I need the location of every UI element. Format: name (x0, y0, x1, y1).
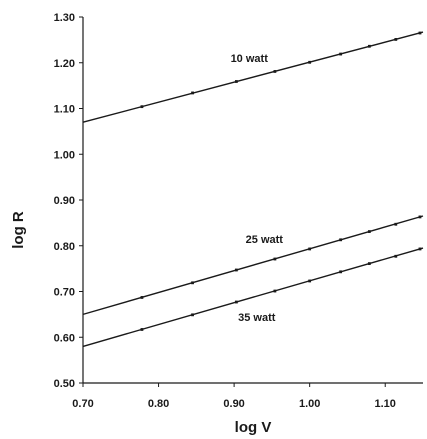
y-tick-label: 0.50 (54, 378, 75, 390)
y-tick-label: 1.10 (54, 104, 75, 116)
axes (82, 17, 423, 384)
y-tick-label: 0.70 (54, 287, 75, 299)
x-axis-label: log V (235, 419, 272, 436)
y-tick-label: 1.00 (54, 149, 75, 161)
y-tick-label: 0.80 (54, 241, 75, 253)
data-point-35-watt (367, 262, 371, 265)
data-point-10-watt (339, 52, 343, 56)
data-point-25-watt (339, 238, 343, 242)
data-point-35-watt (308, 279, 312, 283)
x-tick-label: 1.10 (375, 398, 396, 410)
data-point-25-watt (273, 257, 277, 261)
data-point-25-watt (394, 222, 398, 226)
data-point-25-watt (140, 296, 144, 299)
data-point-35-watt (140, 328, 144, 331)
ticks: 0.50 0.60 0.70 0.80 0.90 1.00 1.10 1.20 1.30 0.70… (54, 12, 396, 410)
series-10-watt: 10 watt (82, 31, 424, 123)
series-25-watt: 25 watt (82, 215, 424, 316)
series-group: 10 watt 25 watt 35 watt (82, 31, 424, 348)
x-tick-label: 0.90 (223, 398, 244, 410)
data-point-35-watt (339, 270, 343, 274)
data-point-10-watt (140, 105, 144, 109)
series-line-10-watt (82, 31, 424, 123)
data-point-35-watt (394, 254, 398, 258)
y-tick-label: 0.90 (54, 195, 75, 207)
y-tick-label: 1.30 (54, 12, 75, 24)
data-point-10-watt (191, 91, 194, 95)
x-tick-label: 1.00 (299, 398, 320, 410)
data-point-10-watt (273, 70, 277, 73)
x-tick-label: 0.70 (72, 398, 93, 410)
data-point-10-watt (367, 44, 371, 48)
y-tick-label: 1.20 (54, 58, 75, 70)
data-point-25-watt (367, 230, 371, 233)
data-point-10-watt (418, 31, 422, 35)
y-axis-label: log R (10, 211, 27, 249)
data-point-10-watt (394, 38, 398, 41)
data-point-10-watt (308, 60, 312, 64)
data-point-10-watt (234, 80, 238, 83)
series-label-10-watt: 10 watt (231, 53, 269, 65)
series-line-35-watt (82, 247, 424, 348)
data-point-25-watt (418, 215, 422, 219)
y-tick-label: 0.60 (54, 332, 75, 344)
data-point-35-watt (234, 300, 238, 304)
series-35-watt: 35 watt (82, 247, 424, 348)
data-point-35-watt (418, 247, 422, 251)
data-point-25-watt (308, 247, 312, 251)
series-label-25-watt: 25 watt (246, 234, 284, 246)
series-label-35-watt: 35 watt (238, 312, 276, 324)
series-line-25-watt (82, 215, 424, 316)
data-point-25-watt (234, 268, 238, 272)
x-tick-label: 0.80 (148, 398, 169, 410)
data-point-35-watt (273, 289, 277, 293)
data-point-35-watt (191, 313, 194, 317)
data-point-25-watt (191, 281, 194, 285)
